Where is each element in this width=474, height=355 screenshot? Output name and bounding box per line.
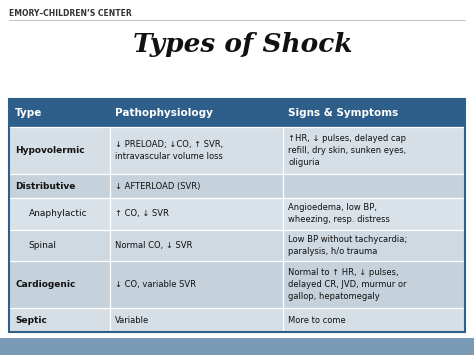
Text: ↓ CO, variable SVR: ↓ CO, variable SVR [115,280,196,289]
Text: Distributive: Distributive [15,182,75,191]
Text: Hypovolermic: Hypovolermic [15,146,85,155]
Text: ↑HR, ↓ pulses, delayed cap
refill, dry skin, sunken eyes,
oliguria: ↑HR, ↓ pulses, delayed cap refill, dry s… [288,135,406,167]
Text: Normal CO, ↓ SVR: Normal CO, ↓ SVR [115,241,192,250]
Text: Cardiogenic: Cardiogenic [15,280,75,289]
Text: Normal to ↑ HR, ↓ pulses,
delayed CR, JVD, murmur or
gallop, hepatomegaly: Normal to ↑ HR, ↓ pulses, delayed CR, JV… [288,268,407,301]
Text: ↓ AFTERLOAD (SVR): ↓ AFTERLOAD (SVR) [115,182,201,191]
Text: Signs & Symptoms: Signs & Symptoms [288,108,399,118]
FancyBboxPatch shape [9,261,465,308]
FancyBboxPatch shape [9,99,465,127]
Text: Low BP without tachycardia;
paralysis, h/o trauma: Low BP without tachycardia; paralysis, h… [288,235,407,256]
FancyBboxPatch shape [9,198,465,230]
Text: ↑ CO, ↓ SVR: ↑ CO, ↓ SVR [115,209,169,218]
Text: Anaphylactic: Anaphylactic [28,209,87,218]
FancyBboxPatch shape [9,230,465,261]
Text: Angioedema, low BP,
wheezing, resp. distress: Angioedema, low BP, wheezing, resp. dist… [288,203,390,224]
Text: Variable: Variable [115,316,149,324]
Text: EMORY–CHILDREN’S CENTER: EMORY–CHILDREN’S CENTER [9,9,132,18]
Text: Septic: Septic [15,316,47,324]
Text: ↓ PRELOAD; ↓CO, ↑ SVR,
intravascular volume loss: ↓ PRELOAD; ↓CO, ↑ SVR, intravascular vol… [115,140,224,161]
FancyBboxPatch shape [9,308,465,332]
Text: Types of Shock: Types of Shock [133,32,352,57]
FancyBboxPatch shape [0,338,474,355]
FancyBboxPatch shape [9,174,465,198]
Text: Type: Type [15,108,43,118]
Text: More to come: More to come [288,316,346,324]
Text: Pathophysiology: Pathophysiology [115,108,213,118]
Text: Spinal: Spinal [28,241,56,250]
FancyBboxPatch shape [9,127,465,174]
